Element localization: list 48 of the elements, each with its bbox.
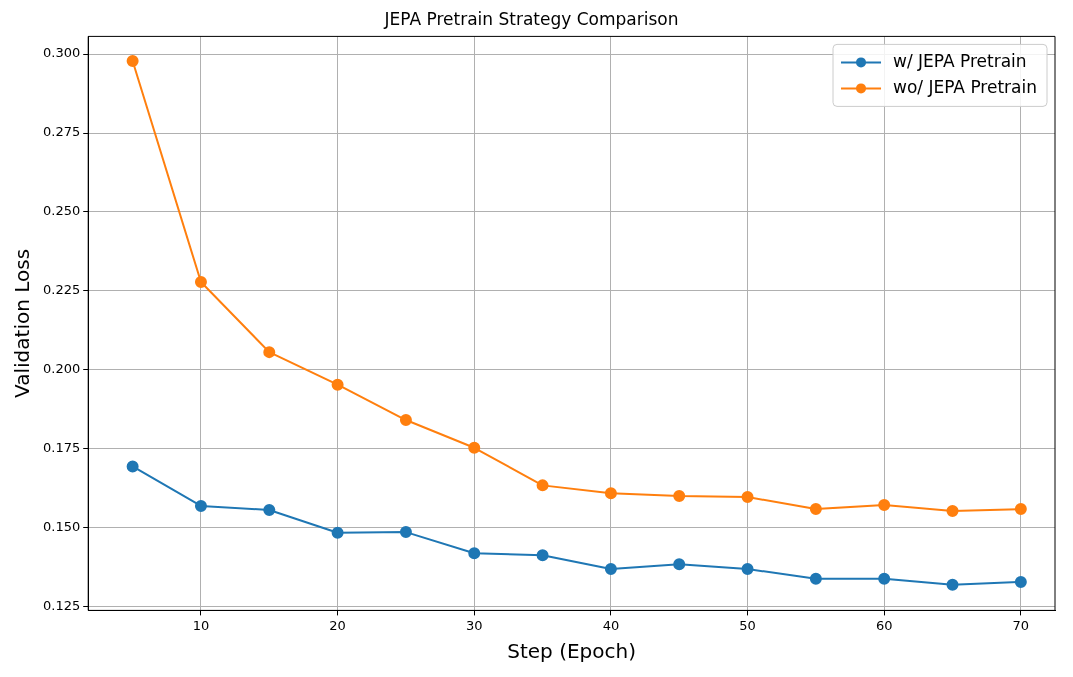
point — [946, 504, 959, 517]
y-tick-label: 0.150 — [43, 519, 81, 535]
point — [1014, 575, 1027, 588]
legend-label: wo/ JEPA Pretrain — [893, 76, 1038, 97]
x-tick-label: 50 — [739, 617, 756, 633]
point — [536, 549, 549, 562]
point — [468, 441, 481, 454]
legend-label: w/ JEPA Pretrain — [893, 50, 1027, 71]
point — [331, 378, 344, 391]
y-tick-label: 0.250 — [43, 203, 81, 219]
chart-title: JEPA Pretrain Strategy Comparison — [383, 8, 679, 29]
point — [194, 276, 207, 289]
x-tick-label: 30 — [465, 617, 483, 633]
point — [809, 503, 822, 516]
point — [878, 572, 891, 585]
point — [126, 55, 139, 68]
x-tick-label: 70 — [1012, 617, 1030, 633]
point — [263, 504, 276, 516]
y-axis-title: Validation Loss — [10, 248, 35, 398]
point — [604, 487, 617, 500]
y-tick-label: 0.275 — [43, 124, 81, 140]
y-tick-label: 0.125 — [43, 597, 81, 613]
y-tick-label: 0.300 — [43, 45, 81, 61]
point — [399, 526, 412, 539]
point — [741, 563, 754, 576]
x-tick-label: 10 — [192, 617, 210, 633]
y-tick-label: 0.175 — [43, 440, 81, 456]
x-axis-title: Step (Epoch) — [507, 639, 636, 664]
point — [1014, 503, 1027, 516]
point — [878, 498, 891, 511]
point — [194, 499, 207, 512]
point — [126, 460, 139, 473]
point — [399, 414, 412, 427]
point — [673, 490, 686, 503]
point — [673, 558, 686, 571]
point — [331, 526, 344, 539]
point — [263, 346, 276, 359]
point — [536, 479, 549, 492]
y-tick-label: 0.200 — [43, 361, 81, 377]
point — [468, 547, 481, 560]
point — [741, 491, 754, 504]
point — [604, 563, 617, 576]
y-tick-label: 0.225 — [43, 282, 81, 298]
x-tick-label: 60 — [875, 617, 893, 633]
x-tick-label: 40 — [602, 617, 620, 633]
point — [809, 572, 822, 585]
x-tick-label: 20 — [329, 617, 346, 633]
point — [946, 578, 959, 591]
